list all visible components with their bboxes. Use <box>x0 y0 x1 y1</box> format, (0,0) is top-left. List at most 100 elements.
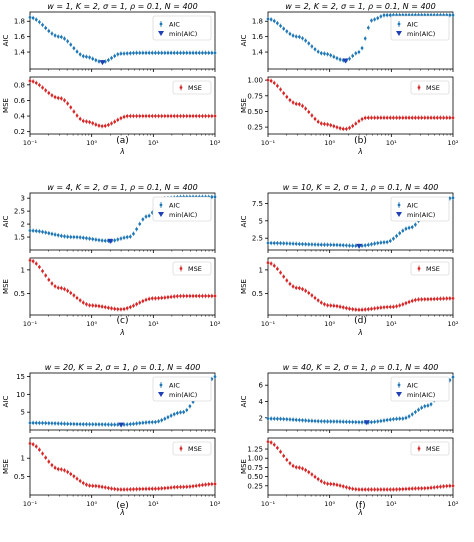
mse-point <box>204 483 207 486</box>
aic-point <box>78 236 82 239</box>
mse-point <box>423 486 427 490</box>
mse-point <box>323 302 326 306</box>
aic-point <box>301 242 304 246</box>
mse-point <box>398 116 402 120</box>
aic-point <box>341 420 345 424</box>
legend-mse-label: MSE <box>188 265 202 273</box>
x-tick-label: 10⁻¹ <box>23 320 38 328</box>
mse-point <box>56 467 60 471</box>
y-tick-label: 15 <box>16 373 25 381</box>
mse-point <box>213 114 217 118</box>
mse-point <box>72 110 76 113</box>
mse-point <box>213 482 217 486</box>
aic-point <box>85 422 88 426</box>
aic-point <box>72 46 76 50</box>
mse-point <box>323 122 326 126</box>
mse-point <box>298 466 301 469</box>
mse-point <box>88 120 91 124</box>
x-tick-label: 10⁰ <box>86 500 97 508</box>
mse-axes-frame <box>29 257 216 316</box>
mse-point <box>354 308 358 311</box>
subfigure-label: (f) <box>355 501 365 511</box>
mse-point <box>100 485 104 489</box>
mse-point <box>107 306 110 310</box>
aic-point <box>392 237 395 241</box>
aic-point <box>38 20 41 24</box>
aic-point <box>113 54 117 58</box>
aic-point <box>44 421 48 425</box>
y-tick-label: 3 <box>21 195 25 203</box>
mse-point <box>366 307 370 311</box>
x-axis-label: λ <box>119 508 124 517</box>
aic-point <box>188 51 192 55</box>
mse-point <box>282 91 286 95</box>
mse-point <box>172 295 176 298</box>
mse-point <box>398 487 402 491</box>
mse-point <box>448 297 452 300</box>
aic-point <box>279 24 282 28</box>
mse-point <box>439 116 442 120</box>
mse-point <box>363 308 367 311</box>
mse-point <box>310 114 314 117</box>
mse-point <box>81 119 85 123</box>
aic-point <box>323 420 326 423</box>
aic-point <box>132 422 135 426</box>
aic-point <box>319 51 323 55</box>
y-tick-label: 6 <box>259 382 264 390</box>
mse-point <box>207 294 211 298</box>
y-tick-label: 5 <box>259 217 263 225</box>
aic-point <box>31 16 35 20</box>
aic-point <box>138 421 142 425</box>
aic-point <box>44 231 48 234</box>
mse-point <box>163 114 167 118</box>
mse-point <box>379 488 383 491</box>
mse-point <box>132 304 135 308</box>
mse-point <box>122 488 126 491</box>
mse-point <box>310 294 314 297</box>
min-aic-marker <box>356 243 363 249</box>
aic-point <box>66 39 69 43</box>
legend-box <box>172 441 212 456</box>
aic-point <box>291 418 295 421</box>
mse-point <box>326 303 329 307</box>
mse-point <box>78 479 82 483</box>
mse-point <box>338 126 342 130</box>
aic-point <box>141 218 145 221</box>
mse-point <box>445 297 449 300</box>
mse-point <box>432 297 436 301</box>
mse-point <box>53 95 57 99</box>
y-tick-label: 1.00 <box>247 77 263 85</box>
mse-legend: MSE <box>172 441 212 456</box>
mse-point <box>97 124 101 128</box>
aic-point <box>338 58 342 61</box>
aic-point <box>132 232 135 236</box>
aic-point <box>376 16 380 20</box>
aic-point <box>53 422 57 425</box>
mse-point <box>269 79 273 83</box>
aic-point <box>420 406 423 410</box>
mse-point <box>285 279 289 282</box>
aic-point <box>417 408 420 412</box>
mse-point <box>122 307 126 311</box>
aic-point <box>316 419 320 423</box>
mse-point <box>451 484 455 488</box>
aic-point <box>75 50 79 53</box>
aic-point <box>304 419 307 422</box>
mse-point <box>85 483 88 486</box>
aic-point <box>266 241 270 245</box>
aic-point <box>144 51 148 55</box>
mse-point <box>122 115 126 119</box>
mse-plot: 0.5 1 MSE MSE 10⁻¹ 10⁰ 10¹ 10² λ <box>2 437 221 517</box>
mse-point <box>69 291 73 295</box>
aic-point <box>128 422 132 426</box>
mse-point <box>357 119 361 123</box>
mse-point <box>326 123 329 126</box>
mse-point <box>191 484 195 488</box>
mse-point <box>360 117 364 121</box>
mse-point <box>188 294 192 298</box>
aic-point <box>341 243 345 247</box>
aic-point <box>179 411 182 414</box>
aic-point <box>288 418 292 421</box>
